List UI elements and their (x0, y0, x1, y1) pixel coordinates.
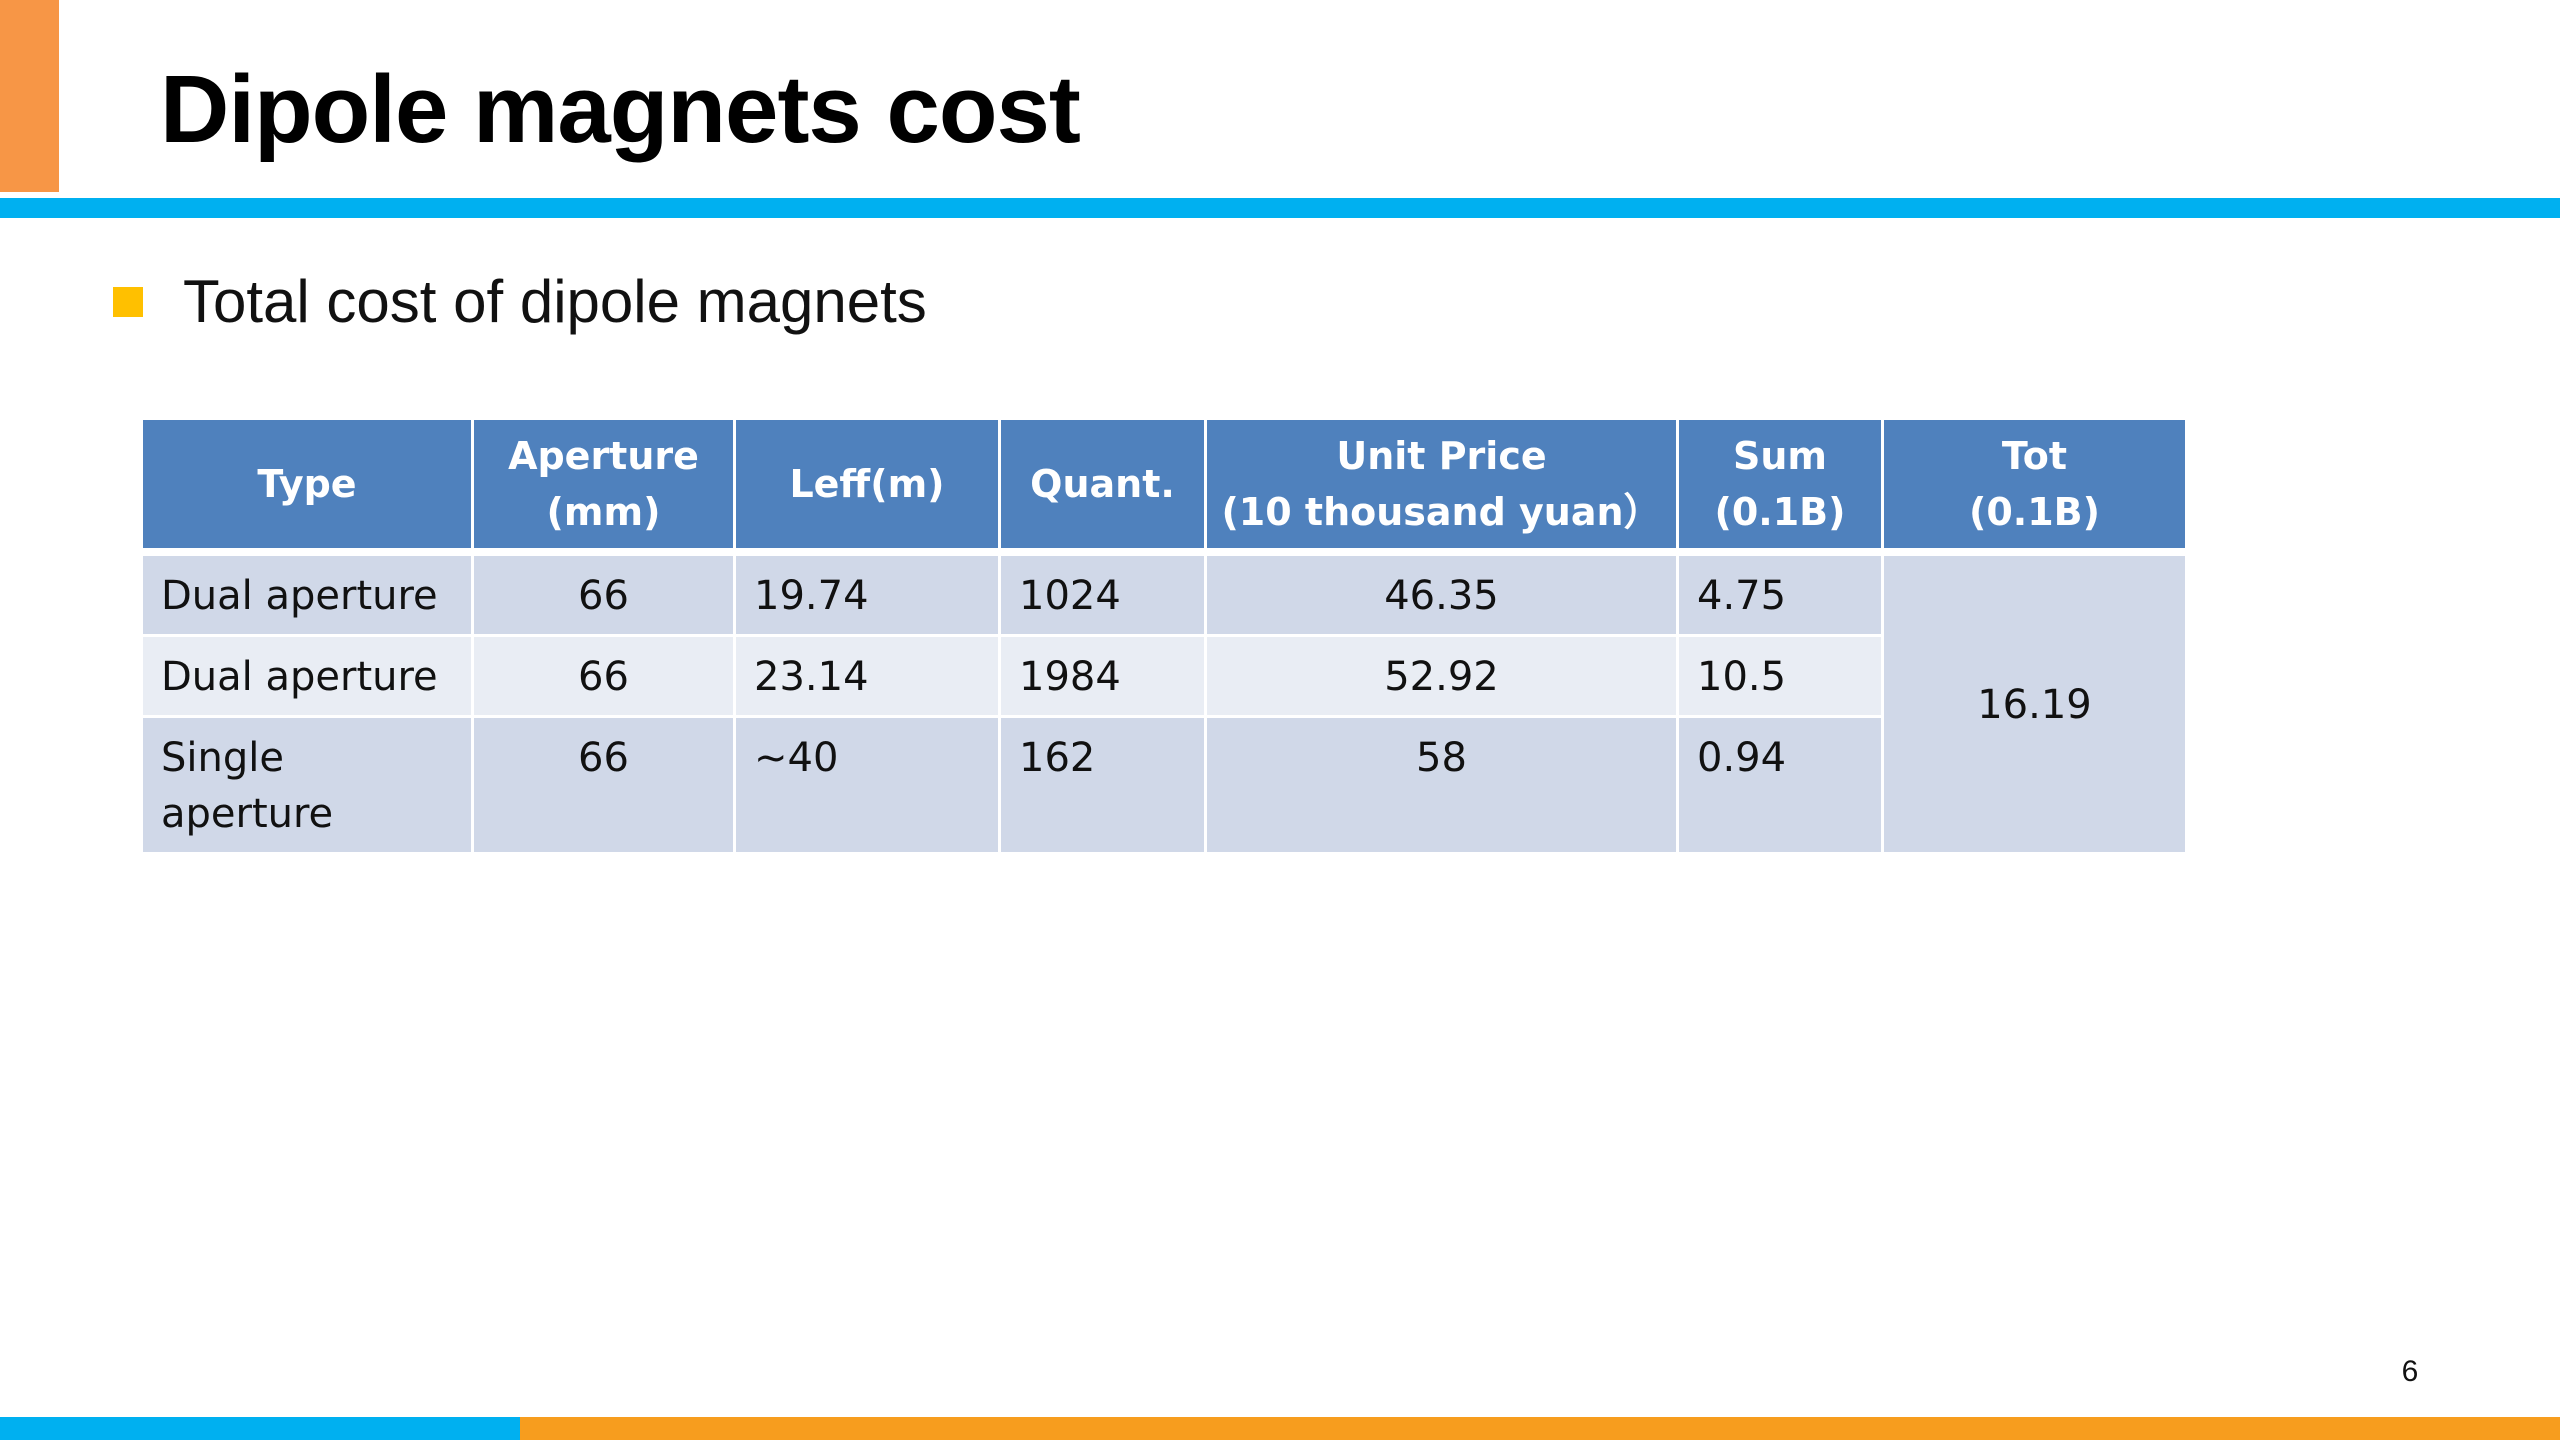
header-type-label: Type (257, 461, 357, 506)
header-unit-price-line1: Unit Price (1336, 433, 1547, 478)
page-number: 6 (2401, 1355, 2419, 1388)
header-tot-line2: (0.1B) (1968, 489, 2100, 534)
footer-bar-blue (0, 1417, 520, 1440)
footer-bar-orange (520, 1417, 2560, 1440)
cell-type: Dual aperture (140, 633, 474, 718)
cell-leff: 23.14 (733, 633, 1001, 718)
cell-quant: 1024 (998, 550, 1207, 637)
cell-type: Single aperture (140, 714, 474, 855)
cell-aperture: 66 (471, 550, 736, 637)
cell-quant: 1984 (998, 633, 1207, 718)
cell-unit-price: 58 (1204, 714, 1679, 855)
header-aperture-line1: Aperture (508, 433, 699, 478)
header-aperture: Aperture (mm) (471, 417, 736, 556)
header-leff-label: Leff(m) (789, 461, 945, 506)
title-divider (0, 198, 2560, 218)
header-sum: Sum (0.1B) (1676, 417, 1884, 556)
header-tot-line1: Tot (2001, 433, 2068, 478)
cell-unit-price: 52.92 (1204, 633, 1679, 718)
cell-type: Dual aperture (140, 550, 474, 637)
header-quant-label: Quant. (1030, 461, 1175, 506)
header-tot: Tot (0.1B) (1881, 417, 2188, 556)
bullet-square-icon (113, 287, 143, 317)
header-leff: Leff(m) (733, 417, 1001, 556)
title-accent-block (0, 0, 59, 192)
table-row: Dual aperture 66 19.74 1024 46.35 4.75 1… (140, 550, 2188, 855)
cell-sum: 0.94 (1676, 714, 1884, 855)
cell-leff: ~40 (733, 714, 1001, 855)
header-sum-line2: (0.1B) (1714, 489, 1846, 534)
header-quant: Quant. (998, 417, 1207, 556)
bullet-item: Total cost of dipole magnets (113, 262, 927, 342)
cell-aperture: 66 (471, 633, 736, 718)
cell-sum: 4.75 (1676, 550, 1884, 637)
bullet-text: Total cost of dipole magnets (183, 268, 927, 335)
table-header-row: Type Aperture (mm) Leff(m) Quant. Unit P… (140, 417, 2188, 556)
cell-aperture: 66 (471, 714, 736, 855)
cell-unit-price: 46.35 (1204, 550, 1679, 637)
header-unit-price: Unit Price (10 thousand yuan） (1204, 417, 1679, 556)
header-aperture-line2: (mm) (546, 489, 661, 534)
cell-total: 16.19 (1881, 550, 2188, 855)
table-row: Single aperture 66 ~40 162 58 0.94 (140, 714, 2187, 855)
cell-quant: 162 (998, 714, 1207, 855)
header-type: Type (140, 417, 474, 556)
cell-leff: 19.74 (733, 550, 1001, 637)
table-row: Dual aperture 66 23.14 1984 52.92 10.5 (140, 633, 2187, 718)
cell-sum: 10.5 (1676, 633, 1884, 718)
header-unit-price-line2: (10 thousand yuan） (1221, 489, 1662, 534)
slide-title: Dipole magnets cost (160, 56, 1081, 163)
header-sum-line1: Sum (1732, 433, 1828, 478)
dipole-cost-table: Type Aperture (mm) Leff(m) Quant. Unit P… (140, 417, 2188, 855)
